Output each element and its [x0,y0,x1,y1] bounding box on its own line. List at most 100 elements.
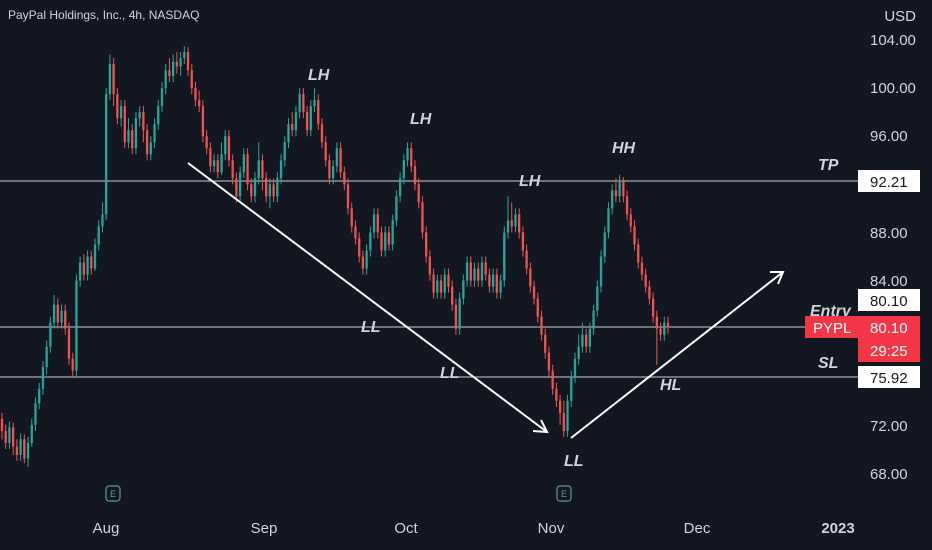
candle-body [480,262,484,281]
candle-body [447,274,450,287]
candle-body [153,124,156,143]
candle-body [283,142,286,161]
candle-body [220,154,223,173]
y-tick-label: 72.00 [870,418,908,435]
candle-body [488,274,491,287]
candle-body [451,286,454,305]
candle-body [41,367,45,389]
candle-body [317,100,320,125]
earnings-icon[interactable] [556,485,572,502]
candle-body [648,286,651,299]
candle-body [618,181,621,197]
uptrend-arrow-head [770,271,785,285]
candle-body [26,442,30,459]
candle-body [216,160,219,173]
candle-body [622,181,625,197]
candle-body [361,256,365,269]
candle-body [506,220,510,233]
candle-body [253,178,257,197]
price-badges: 92.21 80.10 PYPL 80.10 29:25 75.92 [805,170,920,388]
candle-body [365,250,368,269]
candle-body [525,250,528,269]
candle-body [45,346,48,368]
candle-body [666,322,670,328]
candle-body [171,61,175,77]
candle-body [354,226,357,239]
candle-body [566,400,569,431]
candle-body [503,232,506,281]
candle-body [603,232,606,257]
candle-body [581,334,584,347]
candle-body [518,214,521,233]
entry-price-label: 80.10 [870,293,908,310]
candle-body [555,388,558,401]
symbol-badge[interactable] [805,316,858,338]
candle-body [105,94,108,215]
candle-body [183,52,186,59]
candle-body [562,412,565,431]
candle-body [339,148,342,173]
candle-body [19,439,22,455]
earnings-marker-label: E [110,489,116,499]
candle-body [160,88,164,107]
level-lines [0,180,858,378]
y-tick-label: 88.00 [870,225,908,242]
annotation-hh: HH [612,140,636,157]
candle-body [443,274,446,293]
candle-body [257,160,260,179]
candle-body [101,214,104,227]
candle-body [268,184,272,197]
tp-price-badge [858,170,920,192]
candle-body [90,256,93,269]
candle-body [588,328,592,347]
candle-body [350,208,353,227]
candle-body [514,214,517,227]
candle-body [134,118,138,149]
candle-body [558,400,562,413]
candle-body [499,280,502,293]
candle-body [56,304,59,323]
candle-body [663,322,666,335]
level-name-tp: TP [818,157,839,174]
candle-body [298,94,301,113]
candle-body [655,316,658,329]
uptrend-arrow-line [570,271,784,439]
downtrend-arrow-head [532,419,549,434]
annotation-lh-1: LH [308,67,330,84]
candle-body [410,148,413,167]
candle-body [521,232,525,251]
candle-body [279,160,283,179]
candle-body [532,286,536,299]
candle-body [313,100,316,107]
candle-body [432,274,435,293]
candle-body [38,388,41,404]
candle-body [71,358,74,371]
candle-body [592,310,595,329]
candle-body [510,220,513,227]
entry-price-badge [858,289,920,311]
candle-body [246,154,249,185]
candle-body [142,112,145,131]
candle-body [551,370,554,389]
downtrend-arrow-line [187,162,548,433]
candle-body [651,298,655,317]
candle-body [465,262,469,281]
candle-body [186,52,190,71]
candle-body [625,196,629,215]
candle-body [175,61,179,67]
candle-body [116,94,119,119]
earnings-marker-label: E [561,489,567,499]
candle-body [209,148,212,167]
candle-body [112,64,115,95]
candle-body [529,268,532,287]
candle-body [596,286,599,311]
candle-body [462,280,465,299]
candle-body [320,124,324,143]
x-axis: Aug Sep Oct Nov Dec 2023 [93,520,855,537]
sl-price-label: 75.92 [870,370,908,387]
y-tick-label: 96.00 [870,128,908,145]
candle-body [49,322,52,347]
annotation-lh-2: LH [410,111,432,128]
earnings-icon[interactable] [105,485,121,502]
